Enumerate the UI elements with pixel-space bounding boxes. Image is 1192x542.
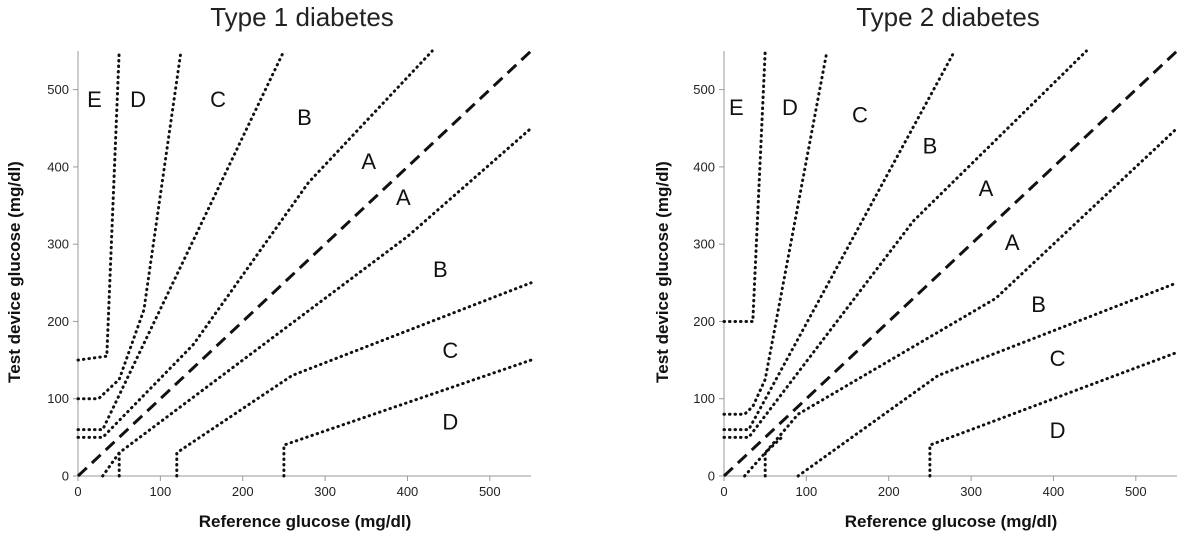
zone-label: D [442, 409, 458, 434]
x-axis-label-type2: Reference glucose (mg/dl) [844, 512, 1058, 531]
zone-label: B [433, 257, 448, 282]
y-tick-label: 200 [693, 314, 715, 329]
x-tick-label: 400 [397, 484, 419, 499]
y-axis-label-type1: Test device glucose (mg/dl) [5, 161, 24, 383]
zone-label: C [210, 87, 226, 112]
zone-boundary-line [722, 49, 829, 416]
identity-line [722, 49, 1179, 478]
zone-label: D [130, 87, 146, 112]
x-tick-label: 100 [150, 484, 172, 499]
zone-label: A [361, 149, 376, 174]
zone-boundary-line [282, 358, 533, 478]
y-tick-label: 400 [47, 159, 69, 174]
zone-boundary-line [101, 126, 533, 478]
x-tick-label: 400 [1043, 484, 1065, 499]
y-tick-label: 100 [47, 391, 69, 406]
x-tick-label: 300 [314, 484, 336, 499]
y-tick-label: 200 [47, 314, 69, 329]
y-tick-label: 400 [693, 159, 715, 174]
zone-label: A [979, 176, 994, 201]
x-tick-label: 200 [232, 484, 254, 499]
zone-label: A [1005, 230, 1020, 255]
zone-label: E [729, 95, 744, 120]
zone-label: D [782, 95, 798, 120]
zone-boundary-line [76, 49, 434, 439]
zone-boundary-line [175, 281, 533, 478]
zone-label: A [396, 185, 411, 210]
y-tick-label: 300 [47, 237, 69, 252]
y-tick-label: 300 [693, 237, 715, 252]
plot-type2: 0 100 200 300 400 500 0 100 200 300 400 500 E D C B A A B C… [693, 49, 1179, 499]
x-tick-label: 500 [1125, 484, 1147, 499]
x-tick-label: 200 [878, 484, 900, 499]
x-tick-label: 500 [479, 484, 501, 499]
zone-label: C [442, 338, 458, 363]
y-tick-label: 500 [693, 82, 715, 97]
zone-label: C [1050, 346, 1066, 371]
zone-boundary-line [76, 49, 286, 432]
x-tick-label: 0 [74, 484, 81, 499]
y-tick-label: 100 [693, 391, 715, 406]
zone-boundary-line [796, 281, 1179, 478]
y-tick-label: 0 [62, 469, 69, 484]
x-axis-label-type1: Reference glucose (mg/dl) [198, 512, 412, 531]
zone-label: B [297, 105, 312, 130]
zone-label: D [1050, 418, 1066, 443]
y-axis-label-type2: Test device glucose (mg/dl) [653, 161, 672, 383]
y-tick-label: 0 [708, 469, 715, 484]
chart-title-type1: Type 1 diabetes [210, 2, 394, 32]
zone-boundary-line [763, 435, 784, 478]
zone-boundary-line [722, 49, 1088, 439]
zone-boundary-line [928, 350, 1179, 478]
y-tick-label: 500 [47, 82, 69, 97]
x-tick-label: 100 [796, 484, 818, 499]
plot-type1: 0 100 200 300 400 500 0 100 200 300 400 500 E D C B AA B C… [47, 49, 533, 499]
zone-boundary-line [722, 49, 957, 432]
zone-label: B [923, 133, 938, 158]
zone-label: C [852, 102, 868, 127]
x-tick-label: 300 [960, 484, 982, 499]
zone-boundary-line [76, 49, 183, 401]
chart-title-type2: Type 2 diabetes [856, 2, 1040, 32]
identity-line [76, 49, 533, 478]
zone-boundary-line [743, 126, 1179, 478]
zone-boundary-line [722, 49, 767, 323]
zone-boundary-line [76, 49, 121, 362]
x-tick-label: 0 [720, 484, 727, 499]
zone-label: E [87, 87, 102, 112]
zone-label: B [1031, 292, 1046, 317]
